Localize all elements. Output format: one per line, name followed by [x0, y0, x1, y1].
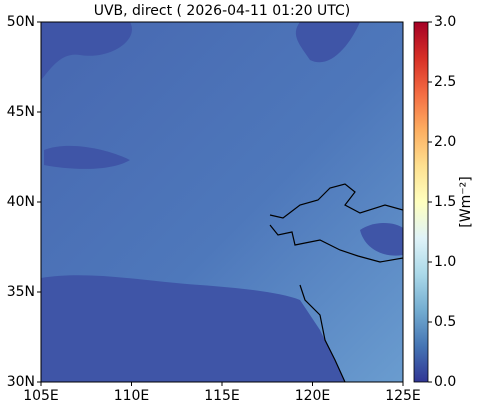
cloud	[41, 22, 132, 80]
colorbar-label: [Wm⁻²]	[458, 176, 474, 227]
chart-title: UVB, direct ( 2026-04-11 01:20 UTC)	[94, 3, 351, 19]
y-tick-label: 35N	[7, 284, 35, 300]
colorbar	[413, 21, 429, 383]
colorbar-tick-label: 2.0	[434, 134, 456, 150]
x-tick-label: 105E	[23, 388, 59, 404]
x-tick-label: 115E	[204, 388, 240, 404]
colorbar-tick-label: 1.5	[434, 194, 456, 210]
y-tick-label: 30N	[7, 374, 35, 390]
y-tick-label: 50N	[7, 14, 35, 30]
coastline	[269, 183, 403, 382]
x-tick-label: 120E	[295, 388, 331, 404]
x-tick-label: 110E	[114, 388, 150, 404]
cloud	[295, 22, 360, 63]
colorbar-tick-label: 0.0	[434, 374, 456, 390]
x-tick-label: 125E	[385, 388, 421, 404]
y-tick-label: 45N	[7, 104, 35, 120]
cloud	[41, 275, 345, 382]
colorbar-tick-label: 0.5	[434, 314, 456, 330]
cloud	[44, 145, 130, 169]
field	[41, 22, 403, 382]
colorbar-tick-label: 1.0	[434, 254, 456, 270]
colorbar-tick-label: 3.0	[434, 14, 456, 30]
colorbar-tick-label: 2.5	[434, 74, 456, 90]
cloud	[360, 223, 403, 256]
y-tick-label: 40N	[7, 194, 35, 210]
